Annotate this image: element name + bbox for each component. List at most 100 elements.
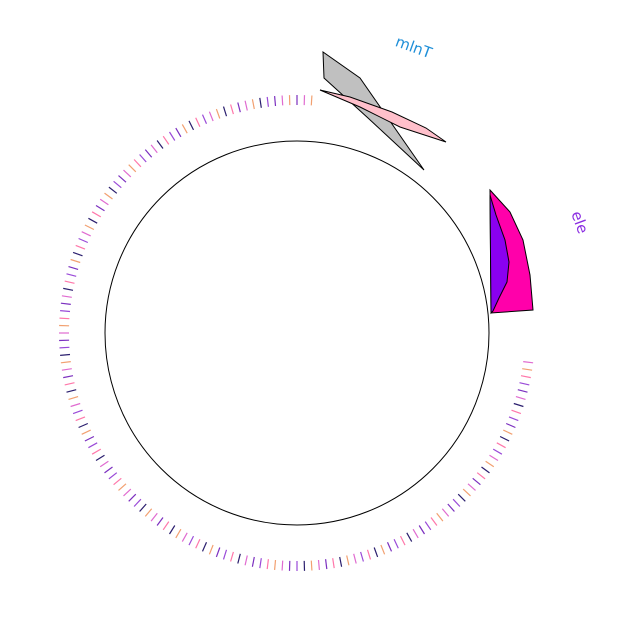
ring-tick	[259, 558, 262, 569]
ring-tick	[66, 273, 77, 277]
ring-tick	[139, 503, 147, 512]
ring-tick	[339, 556, 343, 567]
ring-tick	[496, 442, 506, 449]
ring-tick	[476, 472, 486, 480]
ring-tick	[60, 310, 71, 313]
ring-tick	[201, 541, 208, 552]
ring-tick	[156, 140, 164, 149]
ring-tick	[399, 535, 406, 546]
ring-tick	[156, 517, 164, 526]
ring-tick	[104, 466, 113, 474]
ring-tick	[99, 198, 109, 206]
ring-tick	[222, 106, 228, 117]
ring-tick	[72, 409, 83, 415]
ring-tick	[113, 180, 122, 189]
ring-tick	[72, 251, 83, 257]
ring-tick	[91, 211, 102, 218]
ring-tick	[517, 389, 528, 393]
ring-tick	[162, 135, 170, 145]
ring-tick	[144, 508, 153, 517]
ring-tick	[505, 422, 516, 429]
ring-tick	[99, 460, 109, 468]
ring-tick	[81, 231, 91, 237]
ring-tick	[452, 498, 461, 507]
track-label-right: ele	[567, 209, 592, 236]
ring-tick	[332, 558, 335, 569]
ring-tick	[430, 517, 438, 526]
ring-tick	[118, 175, 127, 183]
ring-tick	[244, 100, 248, 111]
ring-tick	[84, 224, 95, 231]
ring-tick	[412, 528, 419, 539]
ring-tick	[128, 493, 137, 502]
ring-tick	[281, 95, 284, 106]
ring-tick	[162, 521, 170, 531]
ring-tick	[61, 295, 72, 298]
ring-tick	[274, 96, 277, 107]
ring-tick	[78, 237, 89, 244]
ring-tick	[95, 204, 105, 212]
ring-tick	[75, 416, 86, 422]
ring-tick	[64, 280, 75, 284]
ring-tick	[520, 375, 531, 379]
ring-tick	[472, 477, 481, 486]
ring-tick	[222, 549, 228, 560]
ring-tick	[68, 266, 79, 270]
ring-tick	[70, 258, 81, 264]
ring-tick	[266, 559, 269, 570]
ring-tick	[380, 544, 386, 555]
ring-tick	[251, 99, 255, 110]
ring-tick	[208, 111, 214, 122]
ring-tick	[81, 429, 91, 435]
ring-tick	[188, 120, 195, 131]
ring-tick	[150, 512, 158, 522]
ring-tick	[393, 539, 399, 549]
ring-tick	[78, 422, 89, 429]
ring-tick	[133, 498, 142, 507]
ring-tick	[208, 544, 214, 555]
ring-tick	[325, 559, 328, 570]
ring-tick	[108, 186, 118, 194]
ring-tick	[266, 96, 269, 107]
ring-tick	[175, 127, 182, 138]
ring-tick	[230, 104, 234, 115]
ring-tick	[60, 302, 71, 305]
outer-tick-ring	[59, 95, 534, 571]
ring-tick	[503, 429, 513, 435]
ring-tick	[346, 555, 350, 566]
ring-tick	[353, 553, 357, 564]
ring-tick	[59, 317, 70, 320]
ring-tick	[230, 551, 234, 562]
ring-tick	[144, 149, 153, 158]
ring-tick	[215, 108, 221, 119]
ring-tick	[181, 124, 188, 134]
ring-tick	[63, 375, 74, 379]
ring-tick	[68, 396, 79, 400]
ring-tick	[75, 244, 86, 250]
ring-tick	[113, 477, 122, 486]
ring-tick	[60, 353, 71, 356]
ring-tick	[360, 551, 364, 562]
ring-tick	[457, 493, 466, 502]
ring-tick	[215, 547, 221, 558]
ring-tick	[424, 521, 432, 531]
ring-tick	[447, 503, 455, 512]
ring-tick	[237, 102, 241, 113]
ring-tick	[139, 154, 147, 163]
ring-tick	[175, 528, 182, 539]
ring-tick	[281, 560, 284, 571]
ring-tick	[310, 560, 313, 571]
ring-tick	[84, 435, 95, 442]
ring-tick	[467, 483, 476, 491]
ring-tick	[499, 435, 510, 442]
ring-tick	[63, 287, 74, 291]
ring-tick	[108, 472, 118, 480]
ring-tick	[485, 460, 495, 468]
ring-tick	[123, 169, 132, 178]
ring-tick	[201, 114, 208, 125]
ring-tick	[104, 192, 113, 200]
ring-tick	[118, 483, 127, 491]
ring-tick	[91, 448, 102, 455]
ring-tick	[251, 556, 255, 567]
